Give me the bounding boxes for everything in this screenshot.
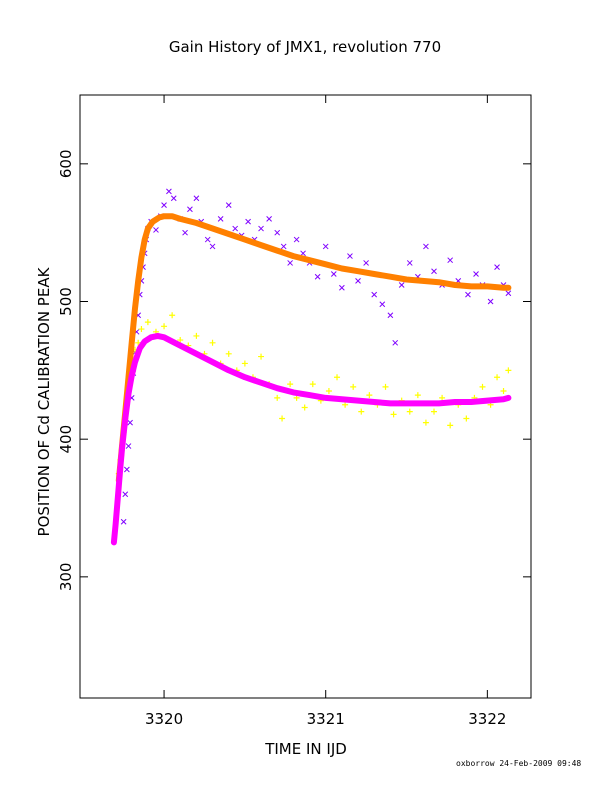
series-0-point-19 (161, 202, 167, 208)
series-0-point-27 (204, 236, 211, 243)
series-0-point-3 (125, 443, 132, 449)
series-0-point-4 (127, 419, 133, 426)
series-1-point-30 (287, 381, 294, 388)
series-0-point-20 (166, 188, 172, 195)
series-0-point-66 (494, 264, 500, 270)
series-1-point-50 (447, 422, 454, 429)
series-0-point-29 (217, 216, 224, 222)
x-tick-label-2: 3322 (468, 710, 506, 728)
series-1-point-47 (422, 419, 429, 426)
series-1-point-11 (138, 326, 145, 333)
series-1-point-32 (301, 404, 308, 411)
series-1-point-28 (274, 394, 281, 401)
axes: 3320 3321 3322 300 400 500 600 (57, 95, 531, 728)
series-2-line (115, 213, 512, 484)
series-0-point-48 (355, 278, 361, 284)
series-0-point-37 (274, 229, 281, 236)
y-axis-label: POSITION OF Cd CALIBRATION PEAK (35, 266, 53, 536)
series-0-point-47 (347, 253, 353, 259)
series-1-point-46 (414, 392, 421, 399)
series-0-point-43 (314, 273, 321, 280)
plot-area (110, 188, 512, 546)
y-tick-label-0: 300 (57, 563, 75, 592)
series-0-point-52 (387, 312, 394, 319)
series-0-point-50 (371, 291, 378, 298)
x-tick-label-1: 3321 (307, 710, 345, 728)
series-0-point-68 (505, 290, 512, 297)
series-0-point-55 (406, 260, 413, 266)
series-1-point-52 (463, 415, 470, 422)
series-0-point-60 (447, 257, 454, 264)
series-1-point-24 (241, 360, 248, 367)
series-1-point-36 (334, 374, 341, 381)
series-0-point-1 (122, 491, 129, 498)
timestamp-footer: oxborrow 24-Feb-2009 09:48 (456, 759, 582, 768)
series-1-point-45 (406, 408, 413, 415)
x-axis-label: TIME IN IJD (264, 740, 347, 758)
plot-frame (79, 94, 532, 699)
series-1-point-37 (342, 401, 349, 408)
series-1-point-40 (366, 392, 373, 399)
series-0-point-0 (120, 518, 127, 525)
series-0-point-40 (293, 236, 300, 243)
series-0-point-63 (473, 271, 479, 277)
series-0-point-24 (187, 206, 193, 213)
series-0-point-58 (431, 268, 437, 275)
series-1-point-29 (279, 415, 286, 422)
series-0-point-51 (379, 301, 386, 308)
series-0-point-2 (124, 466, 130, 473)
series-1-point-14 (161, 323, 168, 330)
series-0-point-31 (232, 225, 239, 232)
series-0-point-57 (423, 243, 429, 250)
series-3-line (110, 332, 512, 546)
series-0-point-46 (339, 284, 345, 291)
series-1-point-16 (177, 337, 184, 344)
series-0-point-49 (363, 260, 369, 266)
series-1-point-12 (144, 319, 151, 326)
series-1-point-33 (309, 381, 316, 388)
series-0-point-39 (287, 260, 293, 266)
series-0-point-21 (170, 195, 177, 202)
series-0-point-36 (266, 216, 272, 222)
y-tick-label-3: 600 (57, 150, 75, 179)
series-0-point-53 (392, 339, 399, 346)
series-1-point-26 (258, 353, 265, 360)
series-0-point-28 (209, 243, 216, 250)
series-1-point-15 (169, 312, 176, 319)
y-tick-label-2: 500 (57, 287, 75, 316)
series-0-point-23 (182, 229, 188, 236)
series-0-point-30 (225, 202, 232, 208)
series-1-point-56 (494, 374, 501, 381)
series-0-point-38 (280, 243, 287, 250)
series-0-point-35 (258, 225, 264, 232)
series-0-point-41 (300, 250, 306, 257)
x-tick-label-0: 3320 (145, 710, 183, 728)
series-0-point-25 (193, 195, 200, 202)
series-1-point-58 (505, 367, 512, 374)
series-1-point-20 (209, 339, 216, 346)
chart-title: Gain History of JMX1, revolution 770 (169, 38, 441, 56)
y-tick-label-1: 400 (57, 425, 75, 454)
series-1-point-39 (358, 408, 365, 415)
series-1-point-38 (350, 383, 357, 390)
series-1-point-49 (439, 394, 446, 401)
series-1-point-35 (325, 387, 332, 394)
series-1-point-42 (382, 383, 389, 390)
series-1-point-18 (193, 332, 200, 339)
series-0-point-45 (330, 271, 337, 277)
series-1-point-57 (500, 387, 507, 394)
series-0-point-33 (245, 218, 251, 225)
series-1-point-43 (390, 411, 397, 418)
series-0-point-54 (398, 282, 405, 288)
series-1-point-48 (431, 408, 438, 415)
series-0-point-17 (153, 227, 159, 233)
series-1-point-22 (225, 350, 232, 357)
series-0-point-65 (487, 298, 494, 305)
series-0-point-44 (322, 243, 329, 250)
series-0-point-62 (465, 291, 471, 298)
series-1-point-54 (479, 383, 486, 390)
